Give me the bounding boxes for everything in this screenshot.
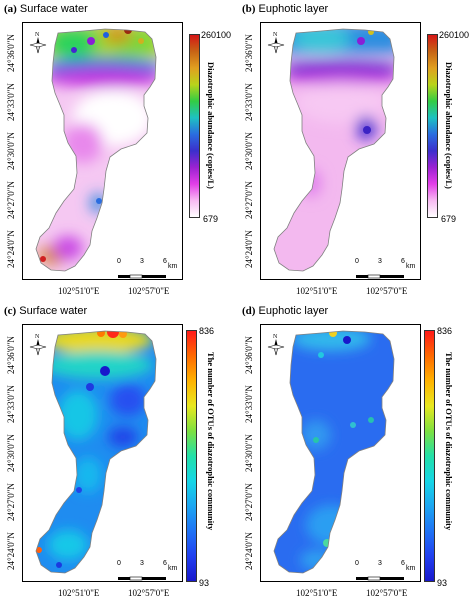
legend-title: The number of OTUs of diazotrophic commu… <box>206 352 216 531</box>
lon-tick-1: 102°51'0"E <box>58 588 100 598</box>
lake-map <box>273 28 395 272</box>
scale-label-6: 6 <box>401 258 405 265</box>
panel-label: (c) <box>4 305 17 317</box>
scale-unit: km <box>406 263 416 270</box>
color-legend-bar <box>186 330 197 582</box>
lat-tick-3: 24°30'0"N <box>6 132 16 170</box>
lat-tick-1: 24°36'0"N <box>6 34 16 72</box>
north-arrow-icon: N <box>265 31 287 62</box>
lat-tick-4: 24°27'0"N <box>6 483 16 521</box>
legend-min: 679 <box>441 214 457 224</box>
scale-label-0: 0 <box>355 560 359 567</box>
panel-heading: Surface water <box>19 305 88 317</box>
panel-title: (a) Surface water <box>4 3 88 15</box>
legend-min: 679 <box>203 214 219 224</box>
lat-tick-2: 24°33'0"N <box>244 83 254 121</box>
panel-heading: Surface water <box>19 3 88 15</box>
panel-label: (a) <box>4 3 17 15</box>
legend-max: 260100 <box>439 30 470 40</box>
scale-label-3: 3 <box>140 560 144 567</box>
map-frame: N 0 3 6 km <box>260 22 421 280</box>
legend-min: 93 <box>437 578 448 588</box>
legend-max: 260100 <box>201 30 232 40</box>
lat-tick-2: 24°33'0"N <box>6 83 16 121</box>
north-arrow-icon: N <box>265 333 287 364</box>
lake-map <box>273 330 395 574</box>
lon-tick-2: 102°57'0"E <box>366 286 408 296</box>
north-label: N <box>35 32 40 38</box>
scale-label-6: 6 <box>401 560 405 567</box>
lat-tick-5: 24°24'0"N <box>244 230 254 268</box>
legend-title: The number of OTUs of diazotrophic commu… <box>444 352 454 531</box>
scale-unit: km <box>168 263 178 270</box>
north-arrow-icon: N <box>27 31 49 62</box>
legend-min: 93 <box>199 578 210 588</box>
lon-tick-1: 102°51'0"E <box>58 286 100 296</box>
map-panel-d: (d) Euphotic layer <box>238 302 476 603</box>
map-panel-a: (a) Surface water <box>0 0 238 301</box>
lon-tick-2: 102°57'0"E <box>128 286 170 296</box>
scale-label-0: 0 <box>355 258 359 265</box>
color-legend-bar <box>427 34 438 218</box>
lat-tick-3: 24°30'0"N <box>244 434 254 472</box>
scale-label-3: 3 <box>378 258 382 265</box>
panel-title: (d) Euphotic layer <box>242 305 328 317</box>
legend-max: 836 <box>199 326 215 336</box>
north-arrow-icon: N <box>27 333 49 364</box>
map-frame: N 0 3 6 km <box>22 22 183 280</box>
scale-label-3: 3 <box>378 560 382 567</box>
legend-title: Diazotrophic abundance (copies/L) <box>206 62 216 189</box>
scale-bar: 0 3 6 km <box>354 258 415 285</box>
panel-label: (b) <box>242 3 256 15</box>
lat-tick-2: 24°33'0"N <box>6 385 16 423</box>
lat-tick-1: 24°36'0"N <box>6 336 16 374</box>
lake-map <box>35 330 157 574</box>
panel-heading: Euphotic layer <box>258 305 329 317</box>
lat-tick-4: 24°27'0"N <box>6 181 16 219</box>
scale-label-0: 0 <box>117 258 121 265</box>
scale-label-6: 6 <box>163 560 167 567</box>
panel-label: (d) <box>242 305 256 317</box>
lat-tick-2: 24°33'0"N <box>244 385 254 423</box>
legend-max: 836 <box>437 326 453 336</box>
scale-label-6: 6 <box>163 258 167 265</box>
map-frame: N 0 3 6 km <box>260 324 421 582</box>
north-label: N <box>273 334 278 340</box>
map-panel-b: (b) Euphotic layer <box>238 0 476 301</box>
lat-tick-4: 24°27'0"N <box>244 483 254 521</box>
panel-title: (c) Surface water <box>4 305 87 317</box>
lat-tick-5: 24°24'0"N <box>244 532 254 570</box>
legend-title: Diazotrophic abundance (copies/L) <box>444 62 454 189</box>
lat-tick-1: 24°36'0"N <box>244 336 254 374</box>
map-frame: N 0 3 6 km <box>22 324 183 582</box>
lake-map <box>35 28 157 272</box>
north-label: N <box>273 32 278 38</box>
lon-tick-2: 102°57'0"E <box>366 588 408 598</box>
scale-label-0: 0 <box>117 560 121 567</box>
lat-tick-4: 24°27'0"N <box>244 181 254 219</box>
panel-title: (b) Euphotic layer <box>242 3 328 15</box>
scale-unit: km <box>168 565 178 572</box>
lat-tick-1: 24°36'0"N <box>244 34 254 72</box>
scale-bar: 0 3 6 km <box>116 258 177 285</box>
lon-tick-1: 102°51'0"E <box>296 588 338 598</box>
lon-tick-1: 102°51'0"E <box>296 286 338 296</box>
panel-heading: Euphotic layer <box>258 3 329 15</box>
lat-tick-3: 24°30'0"N <box>244 132 254 170</box>
north-label: N <box>35 334 40 340</box>
scale-bar: 0 3 6 km <box>354 560 415 587</box>
map-panel-c: (c) Surface water <box>0 302 238 603</box>
lat-tick-3: 24°30'0"N <box>6 434 16 472</box>
scale-label-3: 3 <box>140 258 144 265</box>
lon-tick-2: 102°57'0"E <box>128 588 170 598</box>
lat-tick-5: 24°24'0"N <box>6 532 16 570</box>
scale-bar: 0 3 6 km <box>116 560 177 587</box>
scale-unit: km <box>406 565 416 572</box>
color-legend-bar <box>424 330 435 582</box>
color-legend-bar <box>189 34 200 218</box>
lat-tick-5: 24°24'0"N <box>6 230 16 268</box>
